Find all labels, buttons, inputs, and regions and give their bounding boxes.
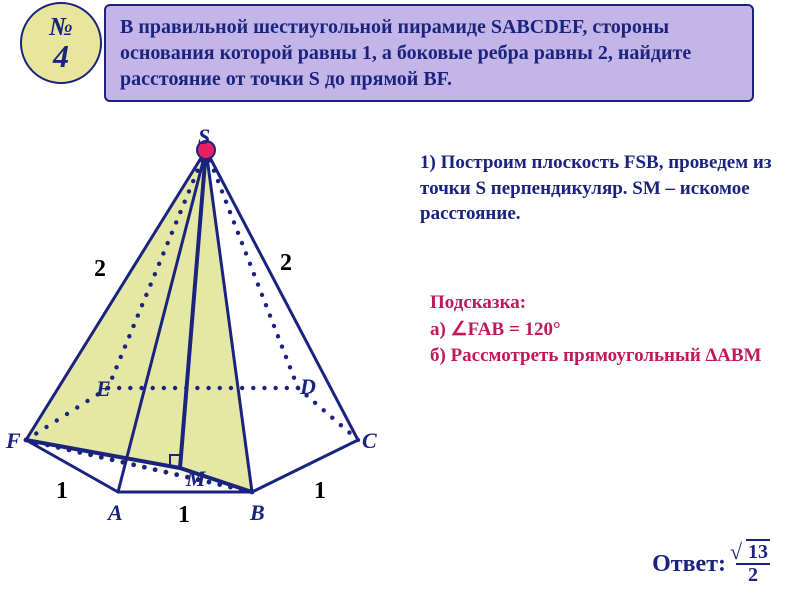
label-A: A — [108, 500, 123, 526]
answer-label: Ответ: — [652, 551, 726, 578]
label-S: S — [198, 124, 210, 150]
hint-block: Подсказка: а) ∠FAB = 120° б) Рассмотреть… — [430, 290, 780, 370]
label-C: C — [362, 428, 377, 454]
hint-a: а) ∠FAB = 120° — [430, 317, 780, 344]
solution-step1: 1) Построим плоскость FSB, проведем из т… — [420, 152, 772, 224]
edge-label-AB: 1 — [178, 502, 190, 529]
label-M: M — [186, 466, 206, 492]
badge-symbol: № — [49, 13, 73, 40]
edge-label-SB: 2 — [280, 250, 292, 277]
edge-label-FA: 1 — [56, 478, 68, 505]
hint-b: б) Рассмотреть прямоугольный ∆ABM — [430, 343, 780, 370]
answer-block: Ответ: 13 2 — [652, 542, 770, 586]
problem-number-badge: № 4 — [20, 2, 102, 84]
answer-fraction: 13 2 — [736, 542, 770, 586]
hint-title: Подсказка: — [430, 290, 780, 317]
edge-label-BC: 1 — [314, 478, 326, 505]
edge-label-SF: 2 — [94, 256, 106, 283]
label-E: E — [96, 376, 111, 402]
problem-text: В правильной шестиугольной пирамиде SABC… — [120, 16, 691, 90]
pyramid-diagram: S A B C D E F M 2 2 1 1 1 — [0, 130, 420, 570]
badge-number: 4 — [53, 40, 69, 74]
label-F: F — [6, 428, 21, 454]
label-B: B — [250, 500, 265, 526]
problem-statement-box: В правильной шестиугольной пирамиде SABC… — [104, 4, 754, 102]
answer-denominator: 2 — [748, 565, 758, 586]
solution-text: 1) Построим плоскость FSB, проведем из т… — [420, 150, 780, 227]
answer-numerator: 13 — [736, 542, 770, 563]
label-D: D — [300, 374, 316, 400]
